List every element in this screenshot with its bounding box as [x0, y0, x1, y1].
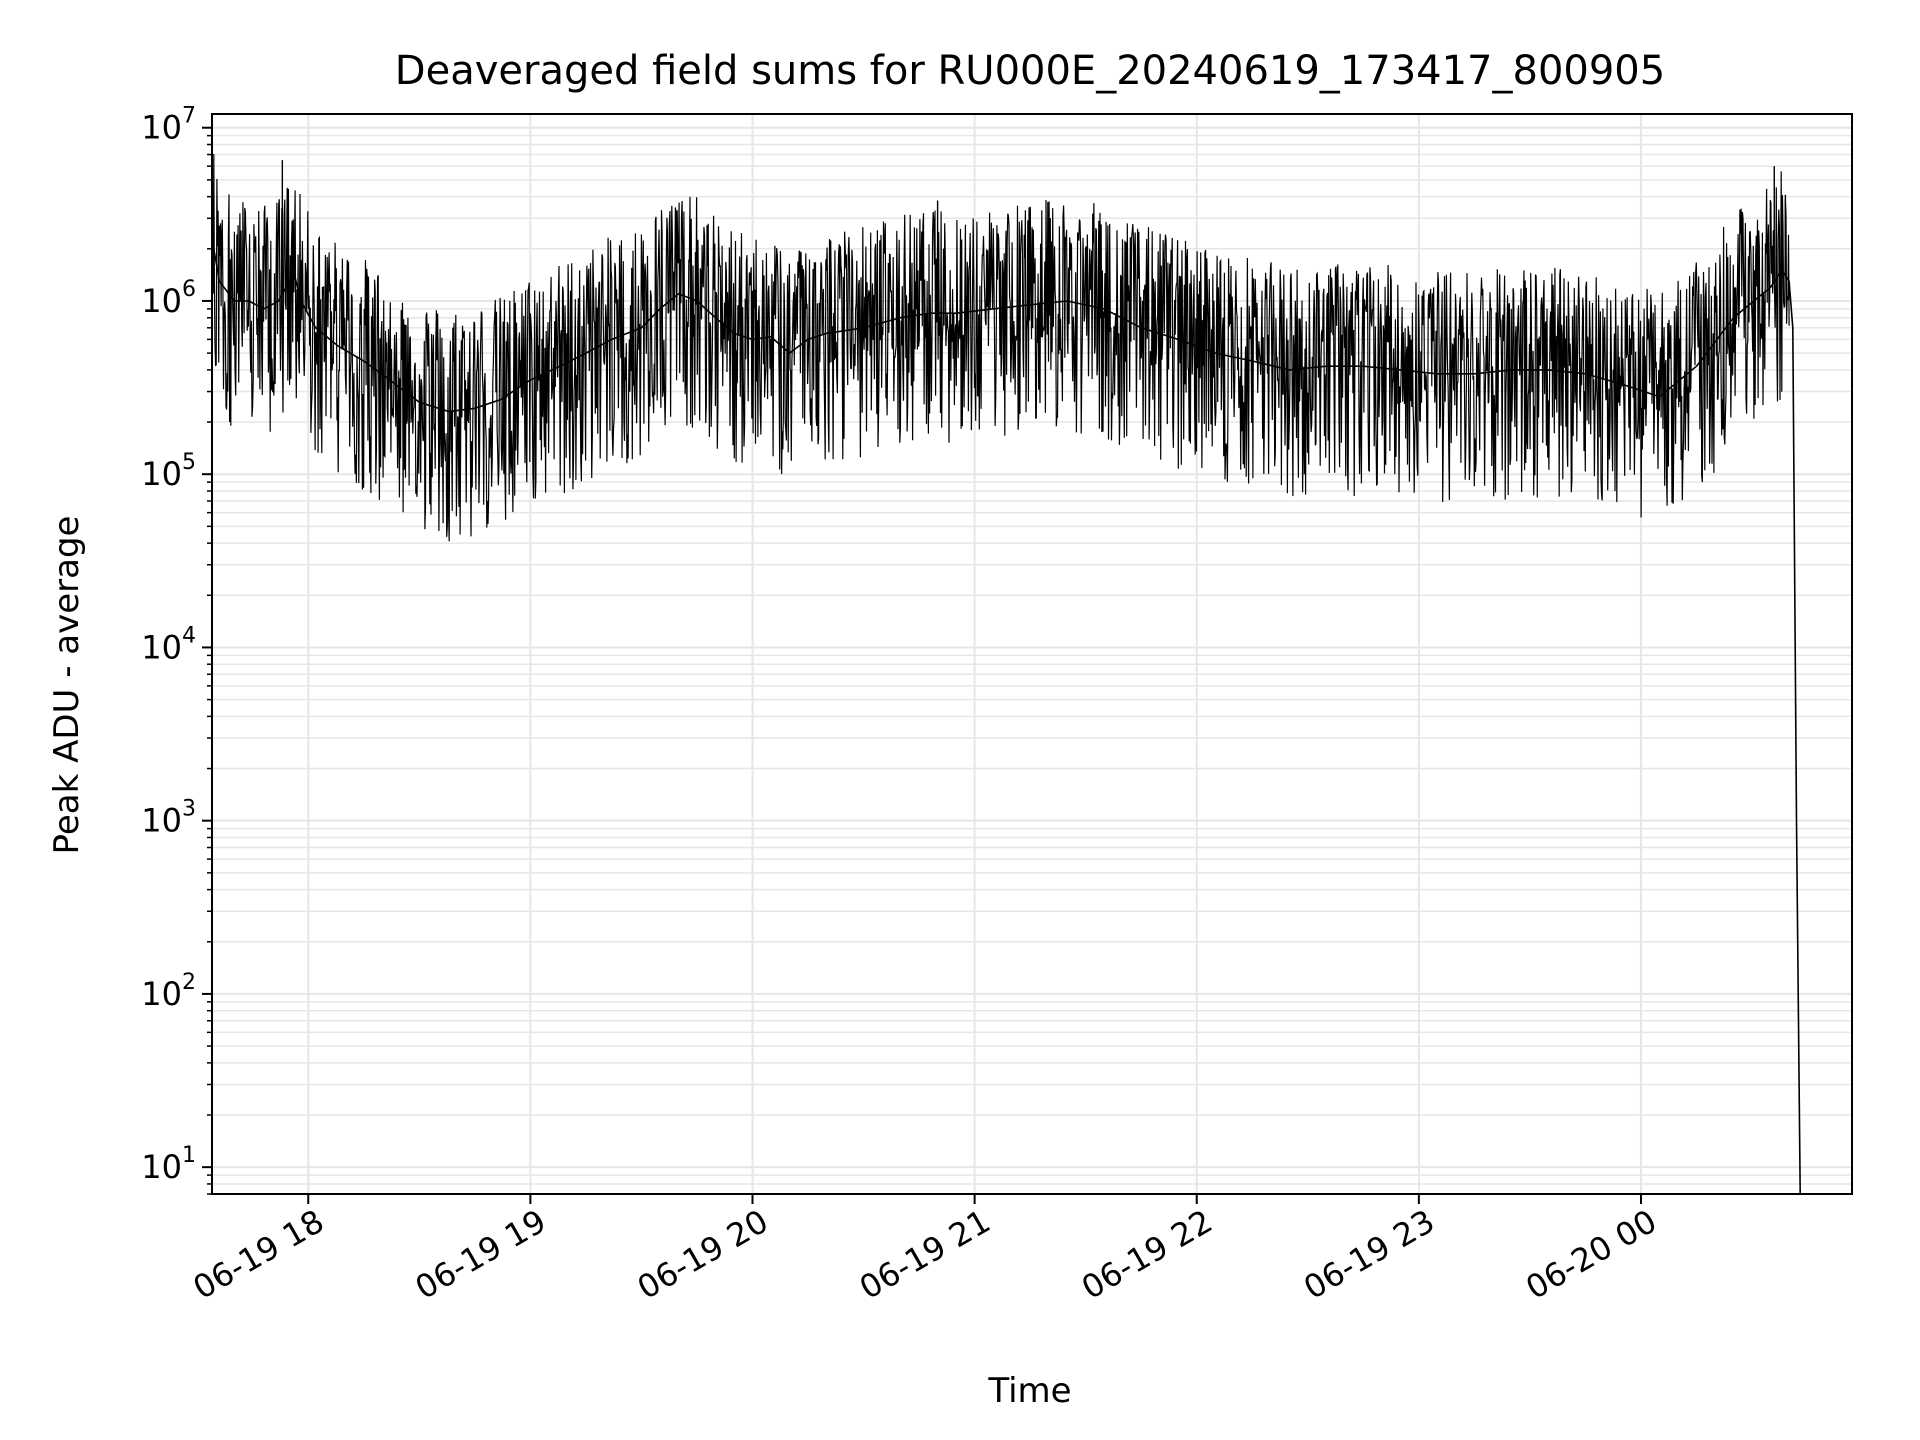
y-tick-label: 106	[141, 277, 196, 320]
y-tick-label: 105	[141, 450, 196, 493]
series-group	[211, 160, 1801, 1195]
y-tick-label: 104	[141, 623, 196, 666]
plot-area-frame	[211, 113, 1853, 1195]
grid	[212, 114, 1852, 1195]
series-noise-band	[211, 153, 1790, 542]
series-noise-trace	[211, 153, 1790, 542]
y-tick-label: 101	[141, 1143, 196, 1186]
y-tick-label: 107	[141, 104, 196, 147]
y-tick-label: 103	[141, 797, 196, 840]
series-line	[211, 238, 1801, 1195]
x-axis-label: Time	[987, 1371, 1071, 1411]
y-axis: 101 102 103 104 105 106 107	[141, 104, 212, 1195]
y-tick-label: 102	[141, 970, 196, 1013]
chart-title: Deaveraged field sums for RU000E_2024061…	[395, 48, 1665, 94]
y-axis-label: Peak ADU - average	[47, 516, 87, 855]
